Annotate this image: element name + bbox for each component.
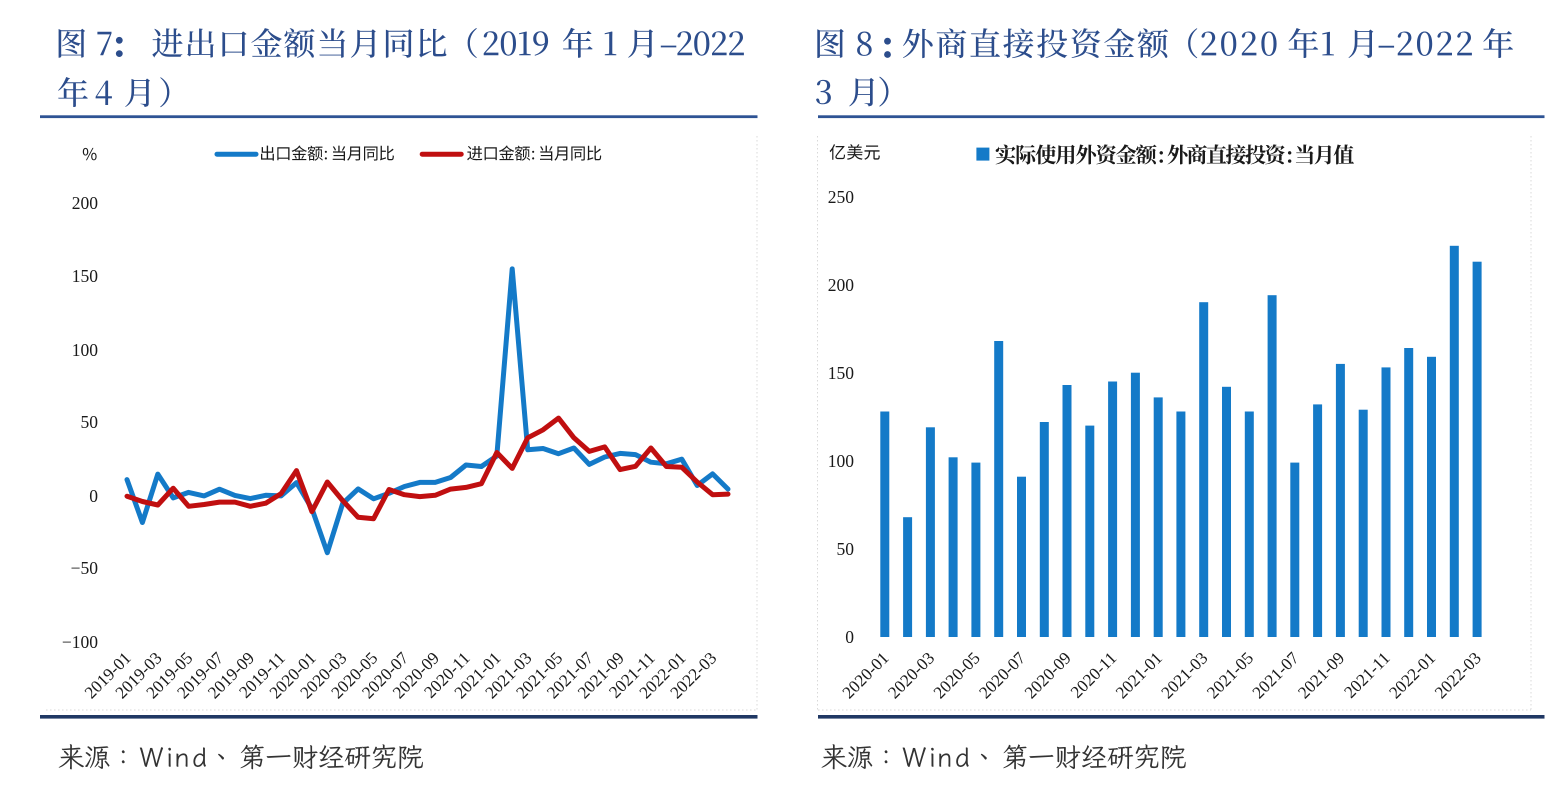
svg-text:2020-07: 2020-07: [975, 648, 1029, 702]
svg-text:2020-01: 2020-01: [839, 648, 893, 702]
svg-text:0: 0: [845, 627, 854, 647]
svg-text:150: 150: [72, 266, 99, 286]
svg-text:250: 250: [828, 187, 855, 207]
svg-text:2021-07: 2021-07: [1249, 648, 1303, 702]
svg-text:2020-05: 2020-05: [930, 648, 984, 702]
svg-text:150: 150: [828, 363, 855, 383]
svg-text:2020-03: 2020-03: [884, 648, 938, 702]
svg-text:2020-11: 2020-11: [1067, 648, 1120, 701]
svg-text:2021-03: 2021-03: [1158, 648, 1212, 702]
svg-text:2022-01: 2022-01: [1385, 648, 1439, 702]
svg-text:50: 50: [81, 412, 99, 432]
svg-text:−50: −50: [71, 558, 99, 578]
svg-text:2021-01: 2021-01: [1112, 648, 1166, 702]
svg-text:200: 200: [828, 275, 855, 295]
svg-text:50: 50: [837, 539, 855, 559]
svg-text:0: 0: [89, 486, 98, 506]
svg-text:100: 100: [828, 451, 855, 471]
svg-text:2021-05: 2021-05: [1203, 648, 1257, 702]
svg-text:2021-09: 2021-09: [1294, 648, 1348, 702]
svg-text:100: 100: [72, 340, 99, 360]
svg-text:2022-03: 2022-03: [1431, 648, 1485, 702]
svg-text:−100: −100: [62, 632, 98, 652]
svg-text:2021-11: 2021-11: [1340, 648, 1393, 701]
svg-text:2020-09: 2020-09: [1021, 648, 1075, 702]
svg-text:200: 200: [72, 193, 99, 213]
